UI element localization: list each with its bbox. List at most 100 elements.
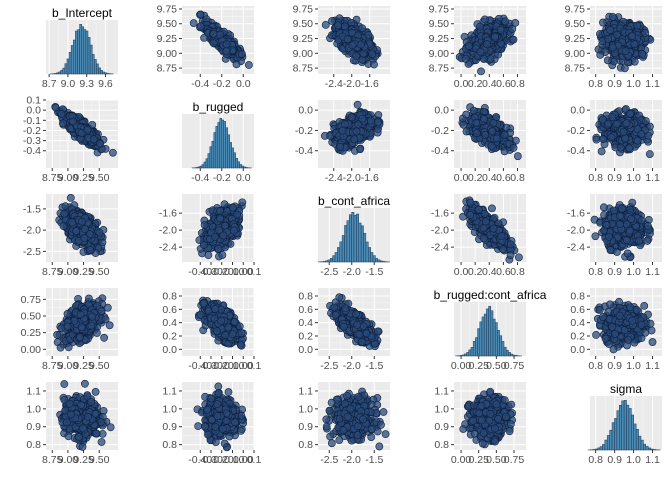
scatter-point — [61, 202, 70, 211]
x-tick-label: 1.1 — [645, 78, 660, 90]
scatter-point — [334, 21, 342, 30]
x-tick-label: 9.3 — [79, 78, 94, 90]
scatter-point — [233, 210, 241, 219]
y-tick-label: 9.50 — [565, 18, 586, 30]
scatter-point — [619, 128, 628, 136]
x-tick-label: 9.50 — [89, 266, 110, 278]
y-tick-label: -2.0 — [23, 225, 41, 237]
scatter-point — [597, 147, 606, 156]
x-tick-label: -0.2 — [213, 78, 231, 90]
histogram-bar — [379, 260, 383, 263]
scatter-point — [489, 119, 498, 127]
histogram-bar — [203, 161, 207, 169]
x-tick-label: 9.6 — [98, 78, 113, 90]
scatter-point — [616, 143, 625, 152]
y-tick-label: -2.5 — [23, 246, 41, 258]
scatter-point — [350, 135, 359, 144]
x-tick-label: 0.4 — [482, 172, 497, 184]
scatter-point — [209, 39, 218, 48]
y-tick-label: 9.50 — [429, 18, 450, 30]
scatter-point — [592, 135, 601, 144]
y-tick-label: 9.00 — [565, 48, 586, 60]
histogram-bar — [221, 119, 224, 169]
scatter-point — [599, 135, 607, 143]
scatter-point — [96, 139, 105, 148]
histogram-bar — [213, 132, 217, 169]
y-tick-label: 9.75 — [429, 3, 450, 15]
histogram-bar — [227, 134, 230, 169]
x-tick-label: 1.1 — [645, 172, 660, 184]
histogram-bar — [98, 67, 101, 75]
x-tick-label: -2.4 — [325, 172, 343, 184]
scatter-point — [341, 22, 349, 31]
scatter-point — [356, 145, 364, 154]
scatter-point — [633, 21, 642, 30]
y-tick-label: 9.25 — [293, 33, 314, 45]
scatter-point — [218, 251, 227, 259]
scatter-point — [222, 40, 231, 49]
scatter-point — [209, 29, 218, 38]
scatter-point — [352, 51, 361, 60]
histogram-bar — [348, 214, 352, 263]
histogram-bar — [205, 158, 209, 169]
scatter-point — [229, 226, 238, 235]
scatter-point — [228, 203, 237, 212]
histogram-bar — [341, 235, 345, 263]
histogram-bar — [209, 146, 213, 169]
histogram-bar — [239, 164, 242, 169]
scatter-point — [508, 25, 517, 33]
scatter-point — [476, 47, 485, 56]
histogram-bar — [195, 167, 199, 169]
histogram-bar — [62, 67, 66, 75]
scatter-point — [608, 113, 617, 122]
y-tick-label: -0.2 — [567, 125, 585, 137]
scatter-point — [328, 17, 336, 25]
y-tick-label: 0.0 — [434, 105, 449, 117]
scatter-point — [86, 246, 95, 254]
y-tick-label: 8.75 — [157, 63, 178, 75]
histogram-bar — [77, 29, 80, 75]
histogram-bar — [211, 140, 215, 169]
scatter-point — [625, 144, 634, 153]
scatter-point — [57, 109, 66, 118]
histogram-bar — [235, 157, 238, 169]
histogram-panel-b_cont_africa: b_cont_africa-2.5 -2.0 -1.5 — [318, 194, 390, 278]
scatter-panel-1-0: 8.759.009.259.50-0.4-0.3-0.2-0.10.00.1 — [23, 95, 118, 184]
scatter-panel-2-3: 0.0 0.2 0.4 0.6 0.8-2.4-2.0-1.6 — [431, 194, 526, 278]
histogram-bar — [75, 30, 78, 75]
scatter-point — [472, 129, 481, 138]
y-tick-label: 9.50 — [293, 18, 314, 30]
histogram-bar — [375, 258, 379, 263]
scatter-point — [479, 55, 488, 63]
histogram-bar — [91, 54, 95, 75]
scatter-point — [482, 40, 491, 49]
x-tick-label: 0.6 — [496, 172, 511, 184]
scatter-point — [238, 50, 246, 59]
scatter-point — [462, 110, 471, 119]
histogram-bar — [225, 127, 228, 169]
y-tick-label: -0.4 — [295, 145, 313, 157]
x-tick-label: 0.8 — [510, 78, 525, 90]
histogram-bar — [217, 122, 221, 169]
panel-title: b_Intercept — [52, 6, 113, 20]
y-tick-label: 8.75 — [429, 63, 450, 75]
scatter-point — [620, 64, 629, 73]
histogram-bar — [70, 45, 74, 75]
x-tick-label: 0.2 — [468, 172, 483, 184]
histogram-bar — [89, 44, 93, 75]
x-tick-label: -1.6 — [361, 172, 379, 184]
x-tick-label: 0.2 — [468, 78, 483, 90]
y-tick-label: 9.25 — [565, 33, 586, 45]
histogram-bar — [233, 152, 236, 169]
x-tick-label: 0.8 — [588, 78, 603, 90]
histogram-bar — [241, 165, 244, 169]
scatter-point — [488, 127, 497, 136]
scatter-point — [645, 150, 654, 158]
histogram-bar — [223, 121, 226, 169]
y-tick-label: 9.75 — [293, 3, 314, 15]
histogram-bar — [370, 252, 374, 263]
scatter-point — [69, 117, 78, 126]
scatter-point — [232, 60, 241, 69]
histogram-bar — [201, 164, 205, 169]
